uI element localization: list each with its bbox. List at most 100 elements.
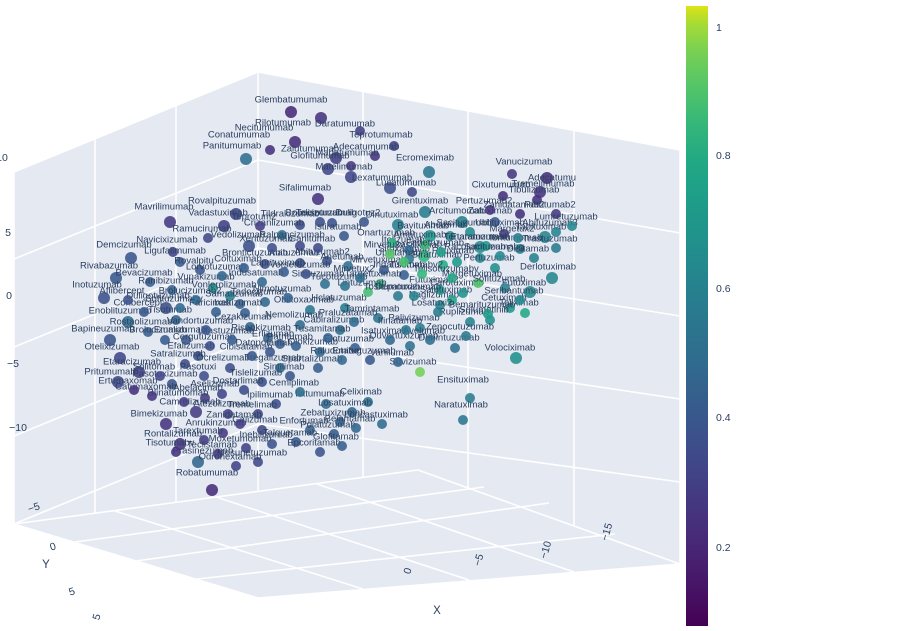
data-point[interactable] — [407, 187, 417, 197]
data-point[interactable] — [373, 313, 383, 323]
data-point[interactable] — [257, 425, 267, 435]
data-point[interactable] — [458, 288, 468, 298]
data-point[interactable] — [160, 418, 172, 430]
data-point[interactable] — [235, 419, 245, 429]
data-point[interactable] — [313, 363, 323, 373]
data-point[interactable] — [485, 205, 495, 215]
data-point[interactable] — [340, 303, 350, 313]
data-point[interactable] — [145, 277, 155, 287]
data-point[interactable] — [346, 161, 356, 171]
data-point[interactable] — [312, 193, 324, 205]
data-point[interactable] — [435, 300, 445, 310]
data-point[interactable] — [355, 273, 365, 283]
data-point[interactable] — [257, 277, 267, 287]
data-point[interactable] — [275, 363, 285, 373]
data-point[interactable] — [393, 357, 403, 367]
data-point[interactable] — [211, 307, 221, 317]
data-point[interactable] — [405, 341, 415, 351]
data-point[interactable] — [337, 355, 347, 365]
data-point[interactable] — [377, 419, 387, 429]
data-point[interactable] — [203, 233, 213, 243]
data-point[interactable] — [343, 261, 353, 271]
data-point[interactable] — [452, 257, 462, 267]
data-point[interactable] — [513, 233, 523, 243]
data-point[interactable] — [337, 441, 347, 451]
data-point[interactable] — [147, 391, 157, 401]
data-point[interactable] — [285, 106, 297, 118]
data-point[interactable] — [389, 141, 399, 151]
data-point[interactable] — [465, 227, 475, 237]
data-point[interactable] — [551, 243, 561, 253]
data-point[interactable] — [539, 231, 551, 243]
data-point[interactable] — [253, 457, 263, 467]
data-point[interactable] — [339, 231, 349, 241]
data-point[interactable] — [133, 366, 145, 378]
data-point[interactable] — [399, 270, 409, 280]
data-point[interactable] — [404, 245, 414, 255]
data-point[interactable] — [524, 286, 536, 298]
data-point[interactable] — [385, 249, 395, 259]
data-point[interactable] — [230, 208, 242, 220]
data-point[interactable] — [195, 265, 205, 275]
data-point[interactable] — [415, 323, 425, 333]
data-point[interactable] — [171, 315, 181, 325]
data-point[interactable] — [456, 216, 468, 228]
data-point[interactable] — [401, 325, 411, 335]
data-point[interactable] — [289, 136, 301, 148]
data-point[interactable] — [243, 240, 255, 252]
data-point[interactable] — [418, 250, 430, 262]
data-point[interactable] — [190, 406, 202, 418]
data-point[interactable] — [98, 292, 110, 304]
data-point[interactable] — [275, 339, 285, 349]
data-point[interactable] — [404, 254, 414, 264]
data-point[interactable] — [217, 389, 227, 399]
data-point[interactable] — [321, 399, 331, 409]
data-point[interactable] — [191, 295, 201, 305]
data-point[interactable] — [225, 291, 235, 301]
data-point[interactable] — [160, 302, 172, 314]
data-point[interactable] — [485, 315, 495, 325]
data-point[interactable] — [164, 216, 176, 228]
data-point[interactable] — [125, 252, 137, 264]
data-point[interactable] — [217, 271, 227, 281]
data-point[interactable] — [199, 371, 209, 381]
data-point[interactable] — [450, 343, 460, 353]
data-point[interactable] — [320, 279, 330, 289]
data-point[interactable] — [235, 299, 245, 309]
plot-scene[interactable]: Glembatumumab Rilotumumab Daratumumab Necit… — [0, 0, 690, 631]
data-point[interactable] — [160, 335, 170, 345]
data-point[interactable] — [271, 399, 281, 409]
data-point[interactable] — [181, 335, 191, 345]
data-point[interactable] — [193, 351, 203, 361]
data-point[interactable] — [112, 376, 124, 388]
data-point[interactable] — [355, 126, 365, 136]
data-point[interactable] — [301, 269, 311, 279]
data-point[interactable] — [143, 327, 153, 337]
data-point[interactable] — [175, 303, 185, 313]
data-point[interactable] — [283, 293, 293, 303]
data-point[interactable] — [295, 241, 305, 251]
data-point[interactable] — [175, 257, 185, 267]
data-point[interactable] — [532, 195, 542, 205]
data-point[interactable] — [438, 260, 448, 270]
data-point[interactable] — [507, 169, 517, 179]
data-point[interactable] — [363, 397, 373, 407]
data-point[interactable] — [335, 325, 345, 335]
data-point[interactable] — [329, 429, 339, 439]
data-point[interactable] — [335, 417, 345, 427]
data-point[interactable] — [313, 243, 323, 253]
data-point[interactable] — [291, 341, 301, 351]
data-point[interactable] — [365, 355, 375, 365]
data-point[interactable] — [110, 272, 122, 284]
data-point[interactable] — [473, 278, 483, 288]
data-point[interactable] — [423, 166, 435, 178]
data-point[interactable] — [260, 259, 270, 269]
data-point[interactable] — [213, 449, 223, 459]
data-point[interactable] — [490, 217, 500, 227]
data-point[interactable] — [267, 439, 277, 449]
data-point[interactable] — [247, 351, 257, 361]
data-point[interactable] — [392, 219, 404, 231]
data-point[interactable] — [399, 257, 409, 267]
data-point[interactable] — [265, 145, 275, 155]
data-point[interactable] — [208, 283, 218, 293]
